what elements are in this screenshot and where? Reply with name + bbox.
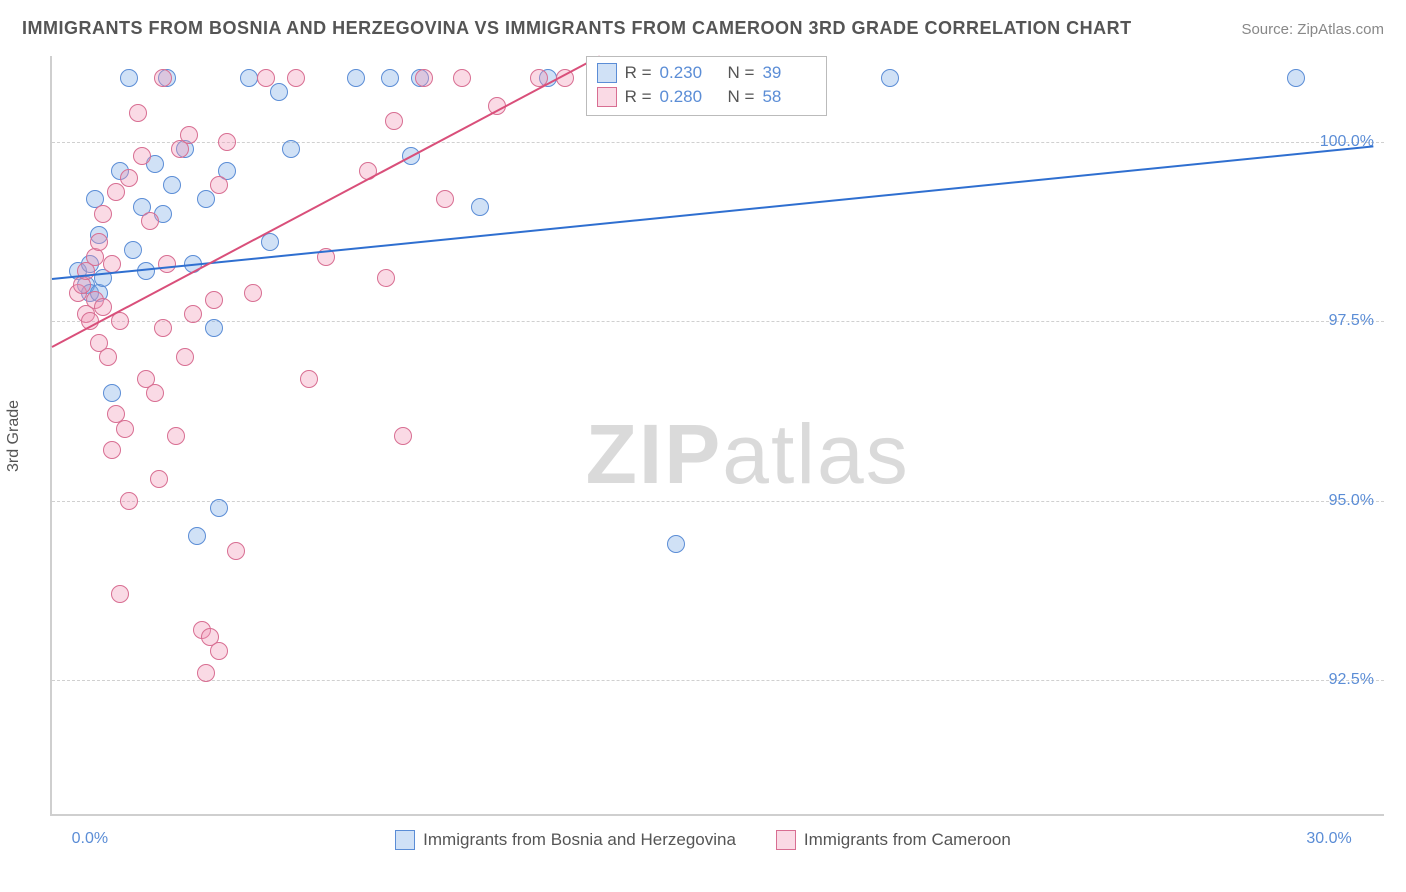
data-point [150,470,168,488]
data-point [244,284,262,302]
gridline [52,321,1384,322]
data-point [210,499,228,517]
data-point [197,664,215,682]
legend-n-label: N = [728,61,755,85]
legend-correlation: R = 0.230 N = 39 R = 0.280 N = 58 [586,56,828,116]
data-point [99,348,117,366]
data-point [90,233,108,251]
data-point [103,255,121,273]
data-point [210,176,228,194]
data-point [436,190,454,208]
legend-row: R = 0.230 N = 39 [597,61,817,85]
legend-n-value: 58 [762,85,816,109]
y-tick-label: 95.0% [1329,492,1374,510]
watermark: ZIPatlas [586,406,910,503]
y-tick-label: 97.5% [1329,312,1374,330]
legend-bottom: Immigrants from Bosnia and Herzegovina Im… [0,830,1406,850]
data-point [124,241,142,259]
data-point [261,233,279,251]
data-point [120,492,138,510]
source-label: Source: ZipAtlas.com [1241,21,1384,38]
chart-title: IMMIGRANTS FROM BOSNIA AND HERZEGOVINA V… [22,18,1132,39]
gridline [52,501,1384,502]
data-point [188,527,206,545]
data-point [141,212,159,230]
legend-swatch [776,830,796,850]
data-point [158,255,176,273]
legend-item: Immigrants from Bosnia and Herzegovina [395,830,736,850]
legend-swatch [597,87,617,107]
legend-swatch [395,830,415,850]
data-point [133,147,151,165]
data-point [103,384,121,402]
data-point [111,585,129,603]
data-point [146,384,164,402]
data-point [180,126,198,144]
data-point [154,69,172,87]
data-point [471,198,489,216]
data-point [282,140,300,158]
data-point [218,133,236,151]
data-point [381,69,399,87]
legend-item: Immigrants from Cameroon [776,830,1011,850]
data-point [227,542,245,560]
data-point [667,535,685,553]
trend-line [52,146,1373,281]
data-point [163,176,181,194]
legend-row: R = 0.280 N = 58 [597,85,817,109]
data-point [210,642,228,660]
watermark-zip: ZIP [586,407,723,501]
data-point [385,112,403,130]
gridline [52,142,1384,143]
data-point [129,104,147,122]
legend-r-value: 0.280 [660,85,714,109]
data-point [240,69,258,87]
data-point [205,319,223,337]
legend-r-label: R = [625,85,652,109]
data-point [94,298,112,316]
data-point [94,205,112,223]
legend-label: Immigrants from Cameroon [804,830,1011,850]
data-point [154,319,172,337]
legend-swatch [597,63,617,83]
data-point [167,427,185,445]
data-point [197,190,215,208]
legend-n-label: N = [728,85,755,109]
data-point [120,69,138,87]
y-tick-label: 92.5% [1329,671,1374,689]
data-point [205,291,223,309]
data-point [300,370,318,388]
data-point [120,169,138,187]
legend-label: Immigrants from Bosnia and Herzegovina [423,830,736,850]
legend-r-label: R = [625,61,652,85]
data-point [107,183,125,201]
data-point [287,69,305,87]
data-point [881,69,899,87]
y-axis-title: 3rd Grade [5,400,23,472]
legend-n-value: 39 [762,61,816,85]
data-point [184,305,202,323]
data-point [347,69,365,87]
data-point [377,269,395,287]
data-point [176,348,194,366]
gridline [52,680,1384,681]
data-point [1287,69,1305,87]
data-point [415,69,433,87]
data-point [394,427,412,445]
data-point [453,69,471,87]
x-tick-label: 30.0% [1306,830,1351,848]
data-point [103,441,121,459]
data-point [116,420,134,438]
legend-r-value: 0.230 [660,61,714,85]
plot-area: ZIPatlas 92.5%95.0%97.5%100.0%R =0.230N … [50,56,1384,816]
x-tick-label: 0.0% [72,830,108,848]
data-point [270,83,288,101]
data-point [257,69,275,87]
watermark-atlas: atlas [722,407,909,501]
